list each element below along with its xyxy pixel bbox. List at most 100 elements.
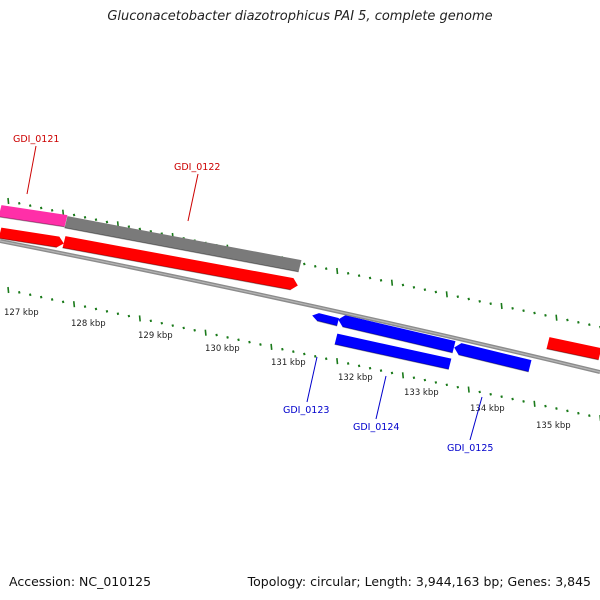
gene-label: GDI_0125	[447, 443, 493, 454]
outer-tick-9	[105, 220, 109, 224]
outer-tick-30	[336, 267, 339, 275]
inner-tick-21	[237, 338, 240, 342]
feature-track	[0, 205, 600, 373]
outer-tick-34	[379, 278, 383, 282]
gene-label: GDI_0121	[13, 134, 59, 145]
outer-tick-42	[467, 297, 471, 301]
gene-rev-gdi-0123	[338, 315, 456, 353]
inner-tick-53	[588, 414, 591, 417]
gene-labels: GDI_0121 GDI_0122 GDI_0123 GDI_0124 GDI_0125	[13, 134, 493, 454]
inner-tick-23	[259, 343, 262, 346]
outer-tick-45	[500, 302, 503, 310]
backbone-highlight	[0, 240, 600, 373]
inner-tick-44	[489, 392, 492, 396]
inner-tick-8	[94, 307, 98, 311]
inner-tick-6	[72, 301, 76, 308]
outer-tick-51	[566, 318, 569, 322]
inner-tick-35	[390, 371, 394, 375]
outer-tick-32	[357, 274, 361, 278]
outer-tick-40	[445, 291, 448, 298]
outer-tick-50	[555, 314, 558, 321]
inner-tick-7	[83, 305, 87, 308]
outer-tick-39	[434, 290, 438, 294]
inner-tick-1	[17, 291, 21, 294]
inner-tick-52	[577, 411, 580, 415]
gene-rev-gdi-0125-edge	[458, 354, 529, 373]
scale-label: 132 kbp	[338, 373, 373, 383]
inner-tick-0	[7, 286, 10, 294]
gene-fwd-gdi-0121-edge	[0, 237, 57, 248]
inner-tick-18	[204, 329, 207, 336]
gene-rev-gdi-0123-edge	[342, 326, 453, 354]
inner-tick-11	[127, 314, 131, 318]
inner-tick-36	[401, 372, 405, 379]
feature-pink	[0, 205, 68, 227]
outer-tick-43	[478, 299, 481, 303]
inner-tick-25	[281, 347, 284, 351]
inner-tick-10	[116, 312, 120, 316]
inner-tick-3	[39, 295, 43, 299]
outer-tick-7	[83, 215, 87, 219]
gene-label: GDI_0122	[174, 162, 220, 173]
outer-tick-29	[324, 267, 328, 271]
outer-tick-27	[303, 262, 306, 266]
scale-labels: 127 kbp 128 kbp 129 kbp 130 kbp 131 kbp 132 k…	[4, 308, 571, 431]
outer-tick-37	[412, 285, 416, 289]
inner-tick-39	[434, 381, 438, 384]
inner-tick-50	[555, 407, 558, 410]
gene-label-leader	[375, 375, 387, 420]
inner-tick-47	[522, 400, 525, 403]
gene-rev-small	[312, 313, 339, 326]
inner-tick-27	[303, 352, 306, 356]
inner-tick-17	[193, 328, 196, 332]
scale-label: 130 kbp	[205, 344, 240, 354]
inner-tick-41	[456, 385, 460, 389]
gene-fwd-right-edge	[546, 348, 599, 361]
inner-tick-31	[346, 362, 350, 365]
feature-gray	[64, 216, 302, 272]
outer-tick-12	[138, 227, 142, 231]
backbone-track	[0, 239, 600, 374]
feature-gray-edge	[64, 227, 299, 273]
accession-text: Accession: NC_010125	[9, 574, 152, 589]
inner-tick-24	[270, 343, 273, 350]
inner-tick-track	[7, 286, 600, 422]
gene-fwd-gdi-0122	[62, 236, 298, 290]
outer-tick-46	[511, 306, 514, 310]
inner-tick-49	[544, 404, 547, 408]
outer-tick-52	[577, 320, 580, 324]
scale-label: 131 kbp	[271, 358, 306, 368]
inner-tick-33	[368, 366, 372, 370]
inner-tick-48	[533, 400, 536, 407]
outer-tick-3	[39, 206, 43, 210]
gene-rev-small-edge	[316, 320, 338, 327]
outer-tick-35	[390, 279, 394, 286]
outer-tick-48	[533, 311, 536, 315]
inner-tick-43	[478, 390, 481, 394]
inner-tick-16	[182, 326, 185, 330]
feature-pink-edge	[0, 216, 65, 228]
scale-label: 133 kbp	[404, 388, 439, 398]
outer-tick-4	[50, 208, 54, 212]
inner-tick-14	[160, 321, 164, 325]
outer-tick-2	[28, 204, 32, 208]
scale-label: 129 kbp	[138, 331, 173, 341]
genome-stats-text: Topology: circular; Length: 3,944,163 bp…	[247, 574, 591, 589]
gene-rev-gdi-0124-edge	[334, 343, 449, 370]
inner-tick-46	[511, 397, 514, 401]
gene-label: GDI_0124	[353, 422, 399, 433]
map-title: Gluconacetobacter diazotrophicus PAI 5, …	[107, 9, 493, 24]
outer-tick-44	[489, 302, 492, 306]
scale-label: 128 kbp	[71, 319, 106, 329]
outer-tick-31	[346, 271, 350, 275]
outer-tick-53	[588, 323, 591, 327]
gene-fwd-gdi-0121	[0, 227, 64, 248]
gene-rev-gdi-0125	[454, 343, 532, 372]
outer-tick-49	[544, 313, 547, 317]
gene-fwd-right	[546, 337, 600, 360]
gene-label-leader	[26, 145, 37, 195]
outer-tick-41	[456, 295, 460, 299]
gene-fwd-gdi-0122-edge	[62, 247, 291, 291]
outer-tick-0	[7, 197, 10, 205]
